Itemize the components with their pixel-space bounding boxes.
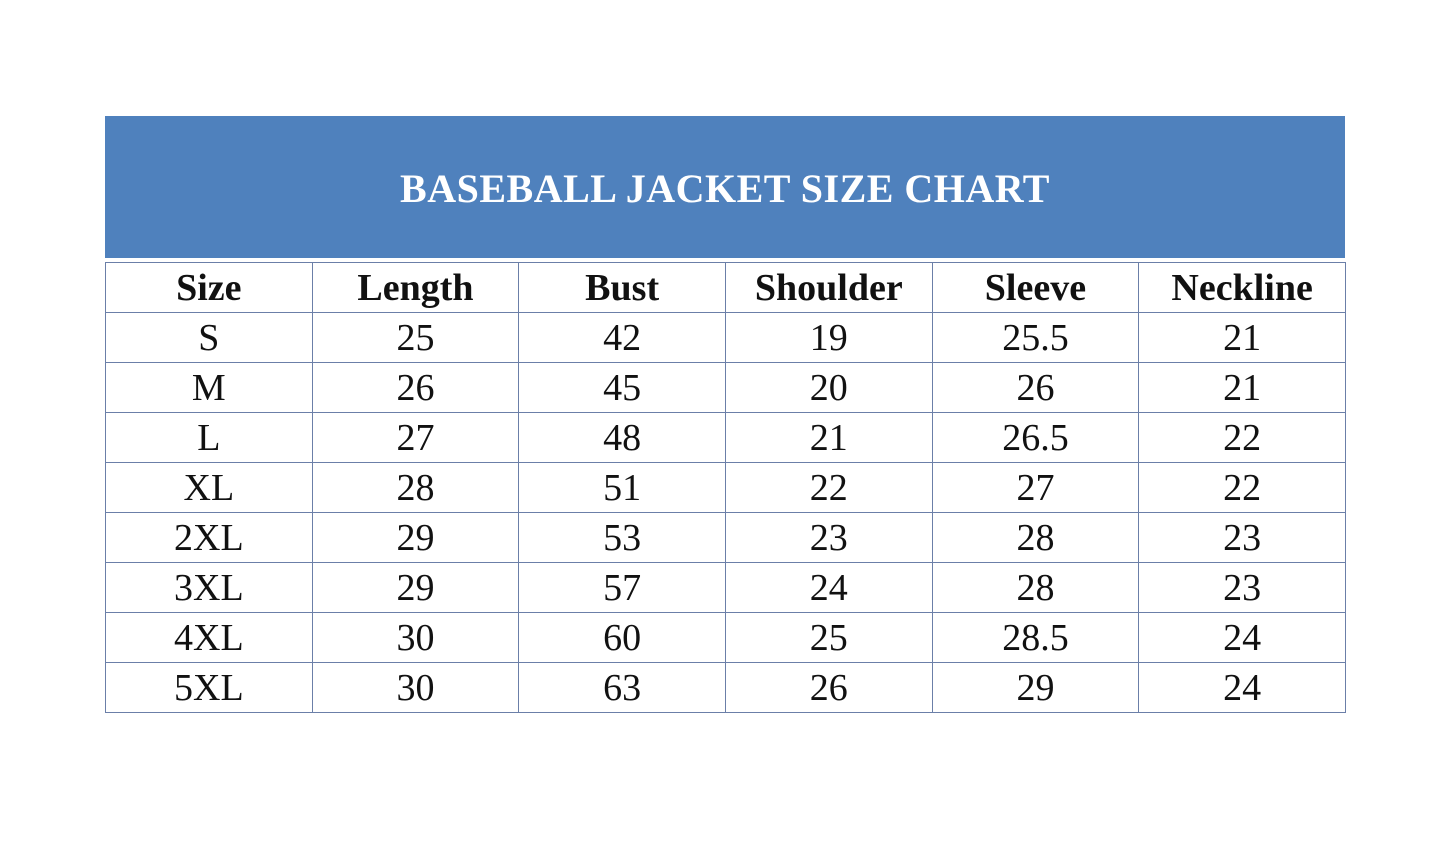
table-row: L 27 48 21 26.5 22: [105, 412, 1346, 463]
cell-shoulder: 22: [724, 462, 933, 513]
cell-bust: 51: [518, 462, 726, 513]
cell-length: 29: [311, 512, 520, 563]
cell-bust: 42: [518, 312, 726, 363]
cell-shoulder: 20: [724, 362, 933, 413]
table-row: S 25 42 19 25.5 21: [105, 312, 1346, 363]
size-table: Size Length Bust Shoulder Sleeve Neckline S 25…: [105, 262, 1346, 713]
column-header-shoulder: Shoulder: [724, 262, 933, 313]
title-band: BASEBALL JACKET SIZE CHART: [105, 116, 1345, 258]
table-row: M 26 45 20 26 21: [105, 362, 1346, 413]
cell-shoulder: 21: [724, 412, 933, 463]
cell-sleeve: 26: [931, 362, 1140, 413]
column-header-neckline: Neckline: [1138, 262, 1346, 313]
header-row: Size Length Bust Shoulder Sleeve Neckline: [105, 262, 1346, 313]
table-row: 2XL 29 53 23 28 23: [105, 512, 1346, 563]
column-header-bust: Bust: [518, 262, 726, 313]
cell-bust: 53: [518, 512, 726, 563]
cell-bust: 60: [518, 612, 726, 663]
cell-neckline: 21: [1138, 312, 1346, 363]
table-row: 5XL 30 63 26 29 24: [105, 662, 1346, 713]
cell-length: 29: [311, 562, 520, 613]
cell-sleeve: 28: [931, 512, 1140, 563]
cell-sleeve: 28.5: [931, 612, 1140, 663]
chart-title: BASEBALL JACKET SIZE CHART: [400, 165, 1050, 211]
cell-neckline: 23: [1138, 512, 1346, 563]
cell-size: 4XL: [105, 612, 313, 663]
cell-neckline: 22: [1138, 412, 1346, 463]
cell-size: 2XL: [105, 512, 313, 563]
table-row: 3XL 29 57 24 28 23: [105, 562, 1346, 613]
cell-sleeve: 27: [931, 462, 1140, 513]
cell-sleeve: 25.5: [931, 312, 1140, 363]
cell-sleeve: 28: [931, 562, 1140, 613]
cell-size: L: [105, 412, 313, 463]
table-body: S 25 42 19 25.5 21 M 26 45 20 26 21 L 27 48 21 26.5 22 XL 2…: [105, 312, 1346, 713]
table-row: 4XL 30 60 25 28.5 24: [105, 612, 1346, 663]
cell-shoulder: 25: [724, 612, 933, 663]
column-header-size: Size: [105, 262, 313, 313]
cell-neckline: 21: [1138, 362, 1346, 413]
cell-length: 27: [311, 412, 520, 463]
column-header-length: Length: [311, 262, 520, 313]
cell-bust: 57: [518, 562, 726, 613]
cell-bust: 63: [518, 662, 726, 713]
cell-shoulder: 19: [724, 312, 933, 363]
cell-length: 25: [311, 312, 520, 363]
cell-sleeve: 29: [931, 662, 1140, 713]
cell-sleeve: 26.5: [931, 412, 1140, 463]
cell-shoulder: 23: [724, 512, 933, 563]
cell-length: 30: [311, 612, 520, 663]
cell-length: 30: [311, 662, 520, 713]
table-row: XL 28 51 22 27 22: [105, 462, 1346, 513]
cell-length: 26: [311, 362, 520, 413]
column-header-sleeve: Sleeve: [931, 262, 1140, 313]
cell-size: M: [105, 362, 313, 413]
size-chart: BASEBALL JACKET SIZE CHART Size Length Bus…: [105, 116, 1346, 713]
cell-length: 28: [311, 462, 520, 513]
cell-bust: 48: [518, 412, 726, 463]
cell-size: XL: [105, 462, 313, 513]
cell-neckline: 24: [1138, 612, 1346, 663]
cell-neckline: 23: [1138, 562, 1346, 613]
cell-size: 3XL: [105, 562, 313, 613]
cell-shoulder: 26: [724, 662, 933, 713]
cell-neckline: 22: [1138, 462, 1346, 513]
cell-size: 5XL: [105, 662, 313, 713]
cell-shoulder: 24: [724, 562, 933, 613]
cell-bust: 45: [518, 362, 726, 413]
cell-neckline: 24: [1138, 662, 1346, 713]
cell-size: S: [105, 312, 313, 363]
